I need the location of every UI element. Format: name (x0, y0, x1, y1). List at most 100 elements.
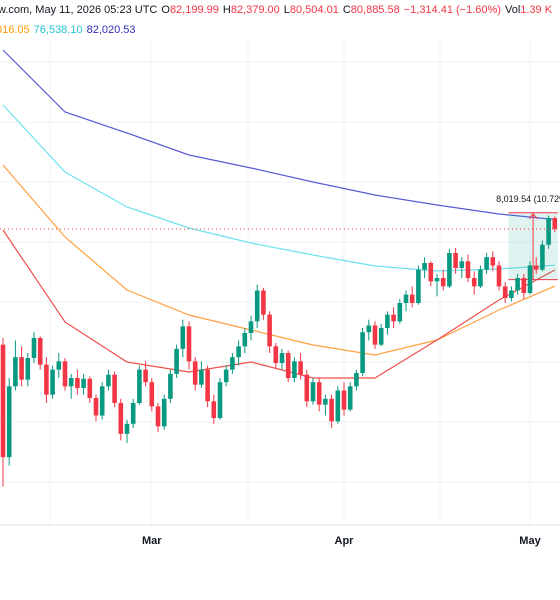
candle (440, 269, 446, 291)
header-line: w.com, May 11, 2026 05:23 UTC O82,199.99 H… (0, 4, 560, 16)
candle-body (509, 290, 514, 298)
candle (155, 403, 161, 433)
candle-body (81, 378, 86, 388)
candle (180, 319, 186, 358)
candle (261, 288, 266, 320)
candle (540, 240, 545, 272)
candle-body (99, 386, 105, 416)
candle (6, 378, 12, 466)
candle-body (248, 321, 254, 333)
candle-body (199, 369, 204, 385)
candle-body (416, 269, 421, 303)
candle-body (62, 361, 68, 387)
candle-body (186, 326, 192, 362)
candle (465, 254, 471, 283)
ohlc-label: C (342, 4, 351, 16)
candle (130, 398, 136, 428)
candle (254, 284, 260, 328)
candle (385, 311, 390, 335)
candle-body (137, 369, 142, 403)
ma-line (2, 104, 555, 272)
candle (62, 358, 68, 391)
candle (484, 253, 489, 274)
ohlc-value: 82,199.99 (169, 4, 219, 16)
candle-body (298, 361, 303, 375)
candle-body (540, 244, 545, 270)
candle-body (453, 253, 458, 268)
candle-body (366, 325, 372, 333)
candle (527, 261, 533, 295)
ohlc-value: 80,504.01 (289, 4, 339, 16)
candle (478, 265, 483, 288)
candle-body (341, 390, 347, 410)
candle-body (242, 333, 248, 347)
candle-body (211, 401, 217, 418)
candle-body (292, 361, 297, 378)
candle-body (19, 357, 24, 380)
measure-arrowhead (528, 212, 538, 220)
candle-body (50, 369, 55, 395)
candle-body (112, 374, 117, 403)
candle (397, 298, 403, 324)
candle (37, 336, 43, 370)
candle-body (273, 346, 279, 363)
candle (174, 344, 179, 378)
candle-body (217, 382, 223, 418)
candle-body (143, 369, 148, 383)
candle (199, 361, 204, 388)
candle (124, 419, 130, 443)
candle (434, 273, 440, 297)
candle-body (316, 382, 322, 405)
candle (552, 216, 558, 233)
candle (149, 378, 155, 412)
candle-body (527, 265, 533, 293)
x-tick-label: Apr (335, 535, 355, 547)
candle-body (155, 406, 161, 427)
candle (366, 319, 372, 341)
candle-body (490, 257, 496, 266)
candle-body (515, 278, 520, 291)
candle-body (428, 263, 434, 282)
candle (422, 257, 427, 278)
candle-body (174, 348, 179, 374)
candle (137, 365, 142, 405)
candle (205, 365, 210, 408)
candle (186, 321, 192, 370)
candle-body (192, 361, 198, 385)
candle (106, 369, 111, 391)
candle (248, 315, 254, 341)
candle (75, 369, 80, 395)
measure-label: 8,019.54 (10.72%) (496, 194, 560, 204)
candle-body (106, 374, 111, 387)
candle (310, 378, 316, 405)
candle (316, 378, 322, 412)
candle-body (409, 294, 415, 303)
candle-body (478, 269, 483, 287)
ma-value: 016.05 (0, 24, 30, 36)
candle-body (347, 386, 353, 410)
candle (403, 290, 409, 312)
candle (521, 273, 527, 299)
candle (409, 286, 415, 308)
candle (447, 248, 452, 288)
candle-body (168, 373, 173, 399)
candle (242, 328, 248, 353)
candle (236, 340, 241, 366)
candle-body (329, 398, 334, 422)
candle-body (149, 382, 155, 407)
candle-body (93, 398, 99, 416)
candle-body (403, 294, 409, 303)
candle (391, 307, 396, 328)
candle-body (360, 332, 365, 373)
candle-body (161, 398, 167, 427)
candle-body (422, 263, 427, 270)
ma-line (2, 164, 556, 356)
candle (360, 328, 365, 377)
candle (354, 369, 359, 391)
candle (50, 365, 55, 399)
candle (68, 373, 74, 399)
candle-body (391, 314, 396, 322)
candle (347, 382, 353, 412)
candle-body (205, 369, 210, 402)
